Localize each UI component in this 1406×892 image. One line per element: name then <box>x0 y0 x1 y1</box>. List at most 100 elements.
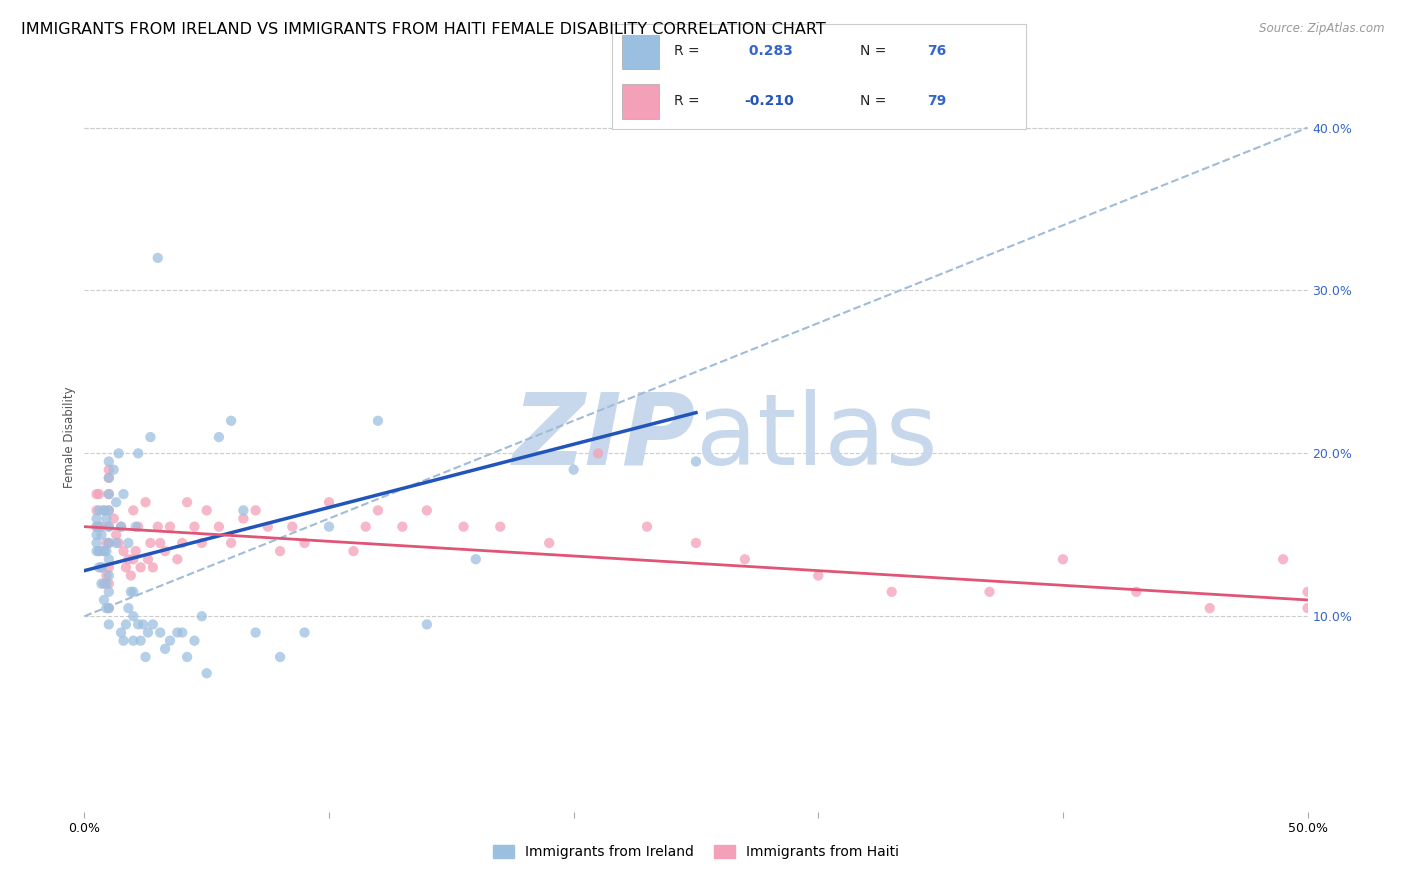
Point <box>142 617 165 632</box>
FancyBboxPatch shape <box>621 84 659 119</box>
Point <box>87 519 110 533</box>
Point <box>97 601 120 615</box>
Point <box>97 519 120 533</box>
Point <box>1272 552 1295 566</box>
Point <box>112 544 135 558</box>
Point <box>103 511 125 525</box>
Point <box>122 503 145 517</box>
Point <box>97 471 120 485</box>
Legend: Immigrants from Ireland, Immigrants from Haiti: Immigrants from Ireland, Immigrants from… <box>486 839 905 864</box>
Point <box>96 568 118 582</box>
Point <box>281 519 304 533</box>
Point <box>129 633 152 648</box>
Text: Source: ZipAtlas.com: Source: ZipAtlas.com <box>1260 22 1385 36</box>
Point <box>127 617 149 632</box>
Point <box>172 536 194 550</box>
Point <box>103 463 125 477</box>
Point <box>97 601 120 615</box>
Point <box>127 446 149 460</box>
Point <box>636 519 658 533</box>
Point <box>294 536 316 550</box>
Point <box>97 576 120 591</box>
Point <box>105 495 128 509</box>
Point <box>176 495 198 509</box>
Point <box>318 495 340 509</box>
Text: R =: R = <box>673 94 704 108</box>
Point <box>685 536 707 550</box>
Point <box>112 487 135 501</box>
Point <box>90 528 112 542</box>
FancyBboxPatch shape <box>621 35 659 70</box>
Point <box>86 503 108 517</box>
Point <box>110 625 132 640</box>
Point <box>880 584 903 599</box>
Point <box>139 430 162 444</box>
Point <box>586 446 609 460</box>
Point <box>208 430 231 444</box>
Text: 0.283: 0.283 <box>744 45 793 59</box>
Point <box>86 511 108 525</box>
Point <box>97 471 120 485</box>
Point <box>166 625 188 640</box>
Point <box>122 633 145 648</box>
Point <box>1198 601 1220 615</box>
Text: 79: 79 <box>927 94 946 108</box>
Point <box>96 511 118 525</box>
Point <box>172 625 194 640</box>
Point <box>183 519 205 533</box>
Text: N =: N = <box>860 45 891 59</box>
Point <box>110 519 132 533</box>
Point <box>87 544 110 558</box>
Point <box>125 544 148 558</box>
Point <box>219 414 242 428</box>
Point <box>97 617 120 632</box>
Point <box>90 560 112 574</box>
Text: -0.210: -0.210 <box>744 94 794 108</box>
Point <box>90 560 112 574</box>
Point <box>142 560 165 574</box>
Point <box>110 519 132 533</box>
Point <box>391 519 413 533</box>
Point <box>120 568 142 582</box>
Point <box>97 463 120 477</box>
Point <box>115 560 138 574</box>
Point <box>269 544 291 558</box>
Point <box>257 519 280 533</box>
Point <box>1296 601 1319 615</box>
Point <box>149 536 172 550</box>
Point <box>105 528 128 542</box>
Point <box>97 454 120 468</box>
Point <box>294 625 316 640</box>
Point <box>122 584 145 599</box>
Point <box>135 650 157 665</box>
Point <box>97 536 120 550</box>
Point <box>107 536 129 550</box>
Point <box>97 536 120 550</box>
Point <box>208 519 231 533</box>
Point <box>232 503 254 517</box>
Point <box>159 519 181 533</box>
Point <box>416 617 439 632</box>
Point <box>105 536 128 550</box>
Text: N =: N = <box>860 94 891 108</box>
Point <box>86 544 108 558</box>
Text: ZIP: ZIP <box>513 389 696 485</box>
Point <box>86 519 108 533</box>
Point <box>354 519 377 533</box>
Point <box>97 487 120 501</box>
Point <box>232 511 254 525</box>
Point <box>149 625 172 640</box>
Point <box>127 519 149 533</box>
Point <box>318 519 340 533</box>
Point <box>93 576 115 591</box>
Point <box>269 650 291 665</box>
Point <box>685 454 707 468</box>
Point <box>115 617 138 632</box>
Point <box>96 544 118 558</box>
Point <box>135 495 157 509</box>
Point <box>90 576 112 591</box>
Point <box>136 552 159 566</box>
Point <box>90 519 112 533</box>
Point <box>1296 584 1319 599</box>
Point <box>734 552 756 566</box>
